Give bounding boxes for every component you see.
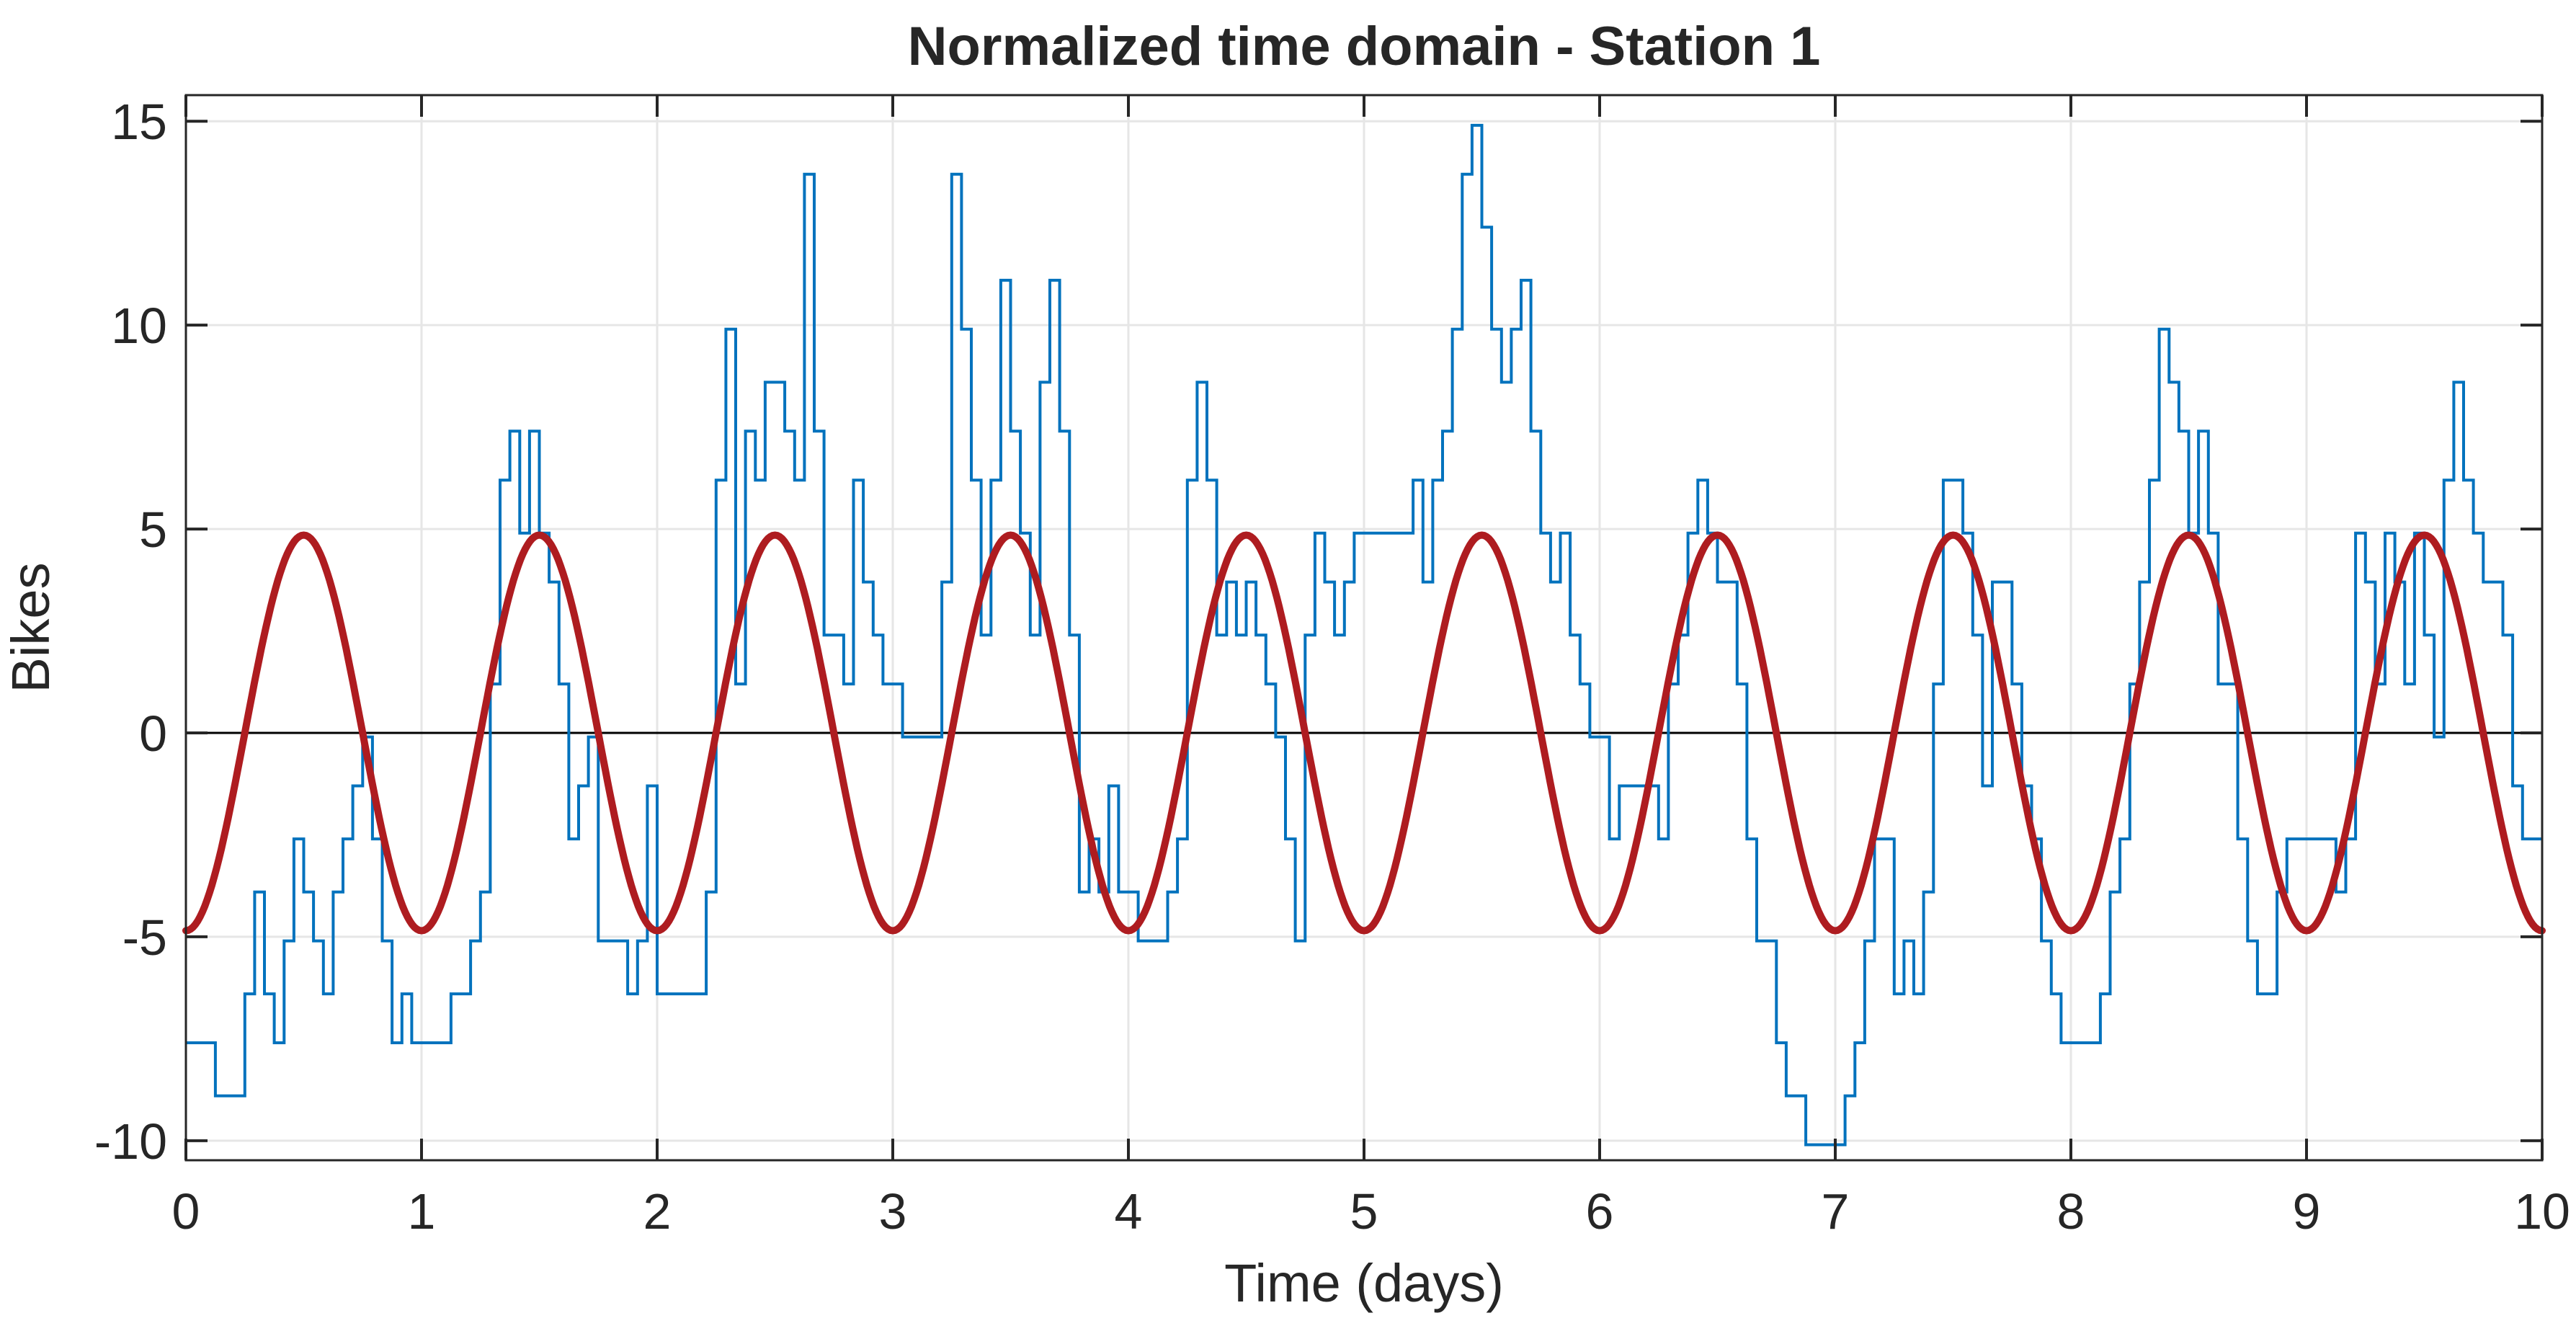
y-axis-label: Bikes: [1, 563, 61, 693]
tick-marks: [184, 95, 2544, 1160]
x-tick-label: 0: [172, 1183, 200, 1240]
tick-labels: 0 1 2 3 4 5 6 7 8 9 10 -10 -5 0 5 10 15: [94, 94, 2570, 1240]
x-tick-label: 4: [1115, 1183, 1143, 1240]
bike-count-step-series: [186, 123, 2542, 1147]
y-tick-label: -10: [94, 1113, 167, 1170]
x-tick-label: 8: [2057, 1183, 2085, 1240]
y-tick-label: 5: [139, 502, 167, 558]
x-tick-label: 9: [2293, 1183, 2321, 1240]
grid-layer: [184, 95, 2544, 1160]
y-tick-label: 10: [111, 298, 167, 354]
daily-sinusoid-series: [182, 531, 2546, 935]
x-tick-label: 2: [643, 1183, 672, 1240]
chart-title: Normalized time domain - Station 1: [908, 16, 1821, 77]
x-tick-label: 10: [2514, 1183, 2570, 1240]
x-tick-label: 3: [879, 1183, 907, 1240]
y-tick-label: -5: [122, 909, 167, 966]
x-tick-label: 5: [1350, 1183, 1378, 1240]
x-tick-label: 7: [1822, 1183, 1850, 1240]
y-tick-label: 0: [139, 706, 167, 762]
series-layer: [182, 123, 2546, 1147]
y-tick-label: 15: [111, 94, 167, 150]
x-tick-label: 1: [408, 1183, 436, 1240]
x-tick-label: 6: [1586, 1183, 1614, 1240]
x-axis-label: Time (days): [1224, 1253, 1504, 1313]
